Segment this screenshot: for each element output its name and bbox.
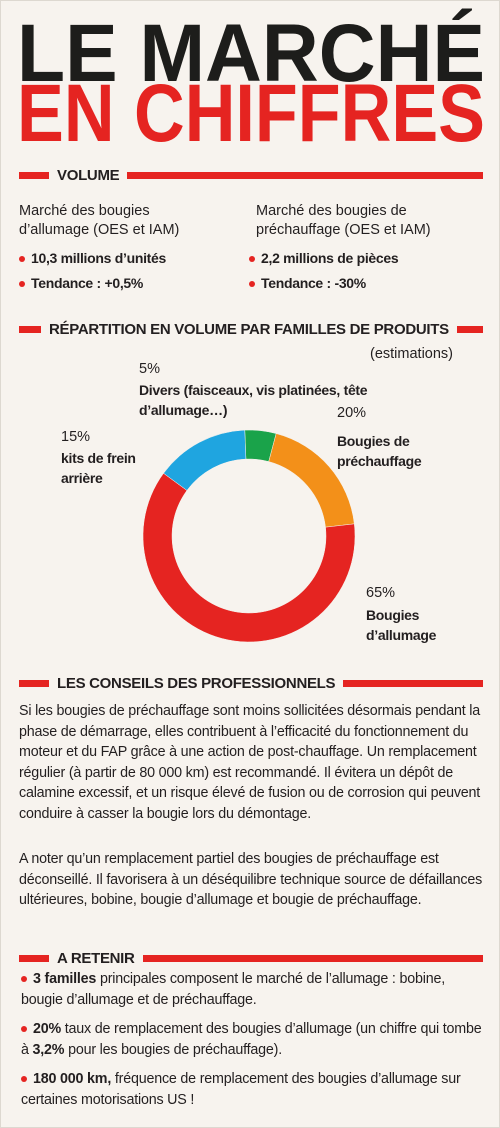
donut-segment	[163, 429, 247, 491]
key-point: 180 000 km, fréquence de remplacement de…	[21, 1069, 483, 1110]
section-heading: VOLUME	[19, 167, 483, 184]
category-label: Bougies d’allumage	[366, 607, 437, 643]
emphasis: 3 familles	[33, 971, 97, 987]
category-label: Divers (faisceaux, vis platinées, tête d…	[139, 382, 368, 418]
paragraph: A noter qu’un remplacement partiel des b…	[19, 851, 483, 908]
category-label: kits de frein arrière	[61, 450, 136, 486]
section-heading: RÉPARTITION EN VOLUME PAR FAMILLES DE PR…	[19, 321, 483, 338]
key-figure: 2,2 millions de pièces	[249, 250, 399, 266]
title-line: EN CHIFFRES	[17, 68, 485, 151]
category-label: Bougies de préchauffage	[337, 433, 422, 469]
text: taux de remplacement des bougies d’allum…	[21, 1021, 482, 1058]
emphasis: 3,2%	[32, 1041, 65, 1058]
key-point: 20% taux de remplacement des bougies d’a…	[21, 1019, 483, 1060]
emphasis: 20%	[33, 1021, 62, 1037]
column-label: Marché des bougies de préchauffage (OES …	[256, 203, 431, 238]
section-heading: LES CONSEILS DES PROFESSIONNELS	[19, 675, 483, 692]
key-figure: 10,3 millions d’unités	[19, 250, 166, 266]
section-heading: A RETENIR	[19, 950, 483, 967]
text: pour les bougies de préchauffage).	[64, 1041, 283, 1058]
text: principales composent le marché de l’all…	[21, 971, 445, 1008]
emphasis: 180 000 km,	[33, 1071, 112, 1087]
donut-chart	[142, 429, 356, 643]
paragraph: Si les bougies de préchauffage sont moin…	[19, 703, 481, 822]
key-figure: Tendance : -30%	[249, 275, 366, 291]
chart-subtitle: (estimations)	[370, 346, 453, 362]
heading-text: LES CONSEILS DES PROFESSIONNELS	[57, 675, 336, 692]
value-label: 5%	[139, 361, 160, 377]
value-label: 65%	[366, 585, 396, 601]
donut-segment	[142, 472, 356, 643]
title-line: LE MARCHÉ	[17, 8, 485, 99]
value-label: 20%	[337, 405, 367, 421]
heading-text: A RETENIR	[57, 950, 135, 967]
title-block: LE MARCHÉ EN CHIFFRES	[17, 8, 485, 151]
chart-title: RÉPARTITION EN VOLUME PAR FAMILLES DE PR…	[49, 321, 449, 338]
text: fréquence de remplacement des bougies d’…	[21, 1071, 461, 1108]
value-label: 15%	[61, 429, 91, 445]
heading-text: VOLUME	[57, 167, 120, 184]
column-label: Marché des bougies d’allumage (OES et IA…	[19, 203, 180, 238]
key-figure: Tendance : +0,5%	[19, 275, 143, 291]
key-point: 3 familles principales composent le marc…	[21, 969, 483, 1010]
